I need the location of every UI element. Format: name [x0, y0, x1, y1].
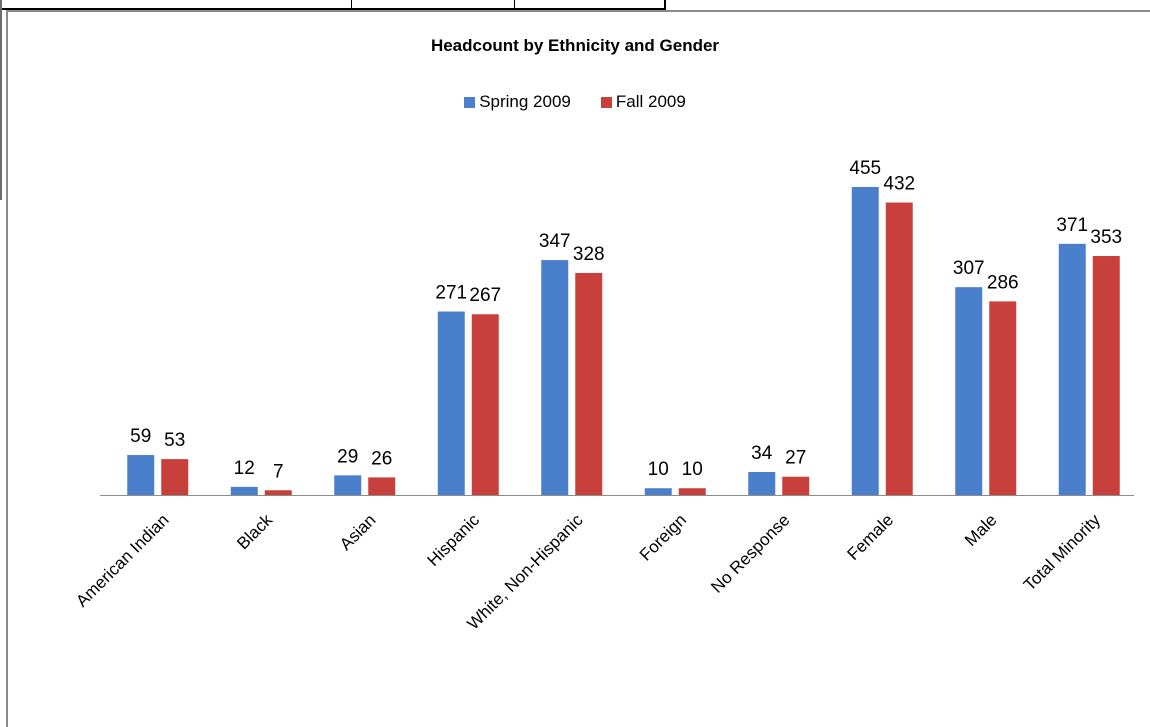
data-label: 53: [164, 430, 185, 451]
data-label: 10: [682, 459, 703, 480]
bar-spring: [541, 260, 569, 495]
bar-spring: [334, 475, 362, 495]
category-label: Black: [233, 510, 276, 553]
data-label: 307: [953, 258, 985, 279]
data-label: 29: [337, 446, 358, 467]
bar-spring: [955, 287, 983, 495]
outer-rule: [0, 0, 2, 200]
category-label: Male: [961, 510, 1000, 549]
category-label: White, Non-Hispanic: [464, 510, 587, 633]
data-label: 10: [648, 459, 669, 480]
bar-spring: [230, 486, 258, 495]
table-divider: [351, 0, 352, 8]
bar-fall: [1092, 256, 1120, 495]
data-label: 371: [1056, 215, 1088, 236]
data-label: 34: [751, 443, 773, 464]
legend-label-spring: Spring 2009: [479, 92, 571, 111]
category-label: Foreign: [636, 510, 690, 564]
bar-spring: [1058, 243, 1086, 495]
bar-spring: [748, 471, 776, 495]
data-label: 267: [469, 285, 501, 306]
bar-fall: [471, 314, 499, 495]
bar-fall: [678, 488, 706, 495]
legend-item-spring: Spring 2009: [464, 92, 571, 112]
bar-fall: [782, 476, 810, 495]
chart-frame: [6, 10, 1150, 727]
data-label: 59: [130, 426, 151, 447]
data-label: 347: [539, 231, 571, 252]
bar-spring: [437, 311, 465, 495]
data-label: 26: [371, 448, 392, 469]
bar-fall: [885, 202, 913, 495]
data-label: 455: [849, 158, 881, 179]
category-label: Total Minority: [1020, 510, 1105, 595]
category-label: Female: [844, 510, 898, 564]
category-label: American Indian: [72, 510, 172, 610]
data-label: 353: [1090, 227, 1122, 248]
bar-fall: [264, 490, 292, 495]
category-label: Hispanic: [424, 510, 484, 570]
bar-spring: [644, 488, 672, 495]
data-label: 286: [987, 272, 1019, 293]
bar-spring: [127, 455, 155, 495]
bar-fall: [161, 459, 189, 495]
data-label: 432: [883, 174, 915, 195]
bar-spring: [851, 186, 879, 495]
chart-title: Headcount by Ethnicity and Gender: [430, 36, 720, 55]
chart-legend: Spring 2009 Fall 2009: [0, 92, 1150, 112]
legend-swatch-fall: [600, 96, 612, 108]
bar-fall: [368, 477, 396, 495]
data-label: 271: [435, 283, 467, 304]
table-divider: [514, 0, 515, 8]
bar-fall: [575, 272, 603, 495]
legend-swatch-spring: [464, 96, 476, 108]
data-label: 12: [234, 458, 255, 479]
category-label: Asian: [336, 510, 380, 554]
data-label: 7: [273, 461, 284, 482]
legend-item-fall: Fall 2009: [600, 92, 686, 112]
data-label: 328: [573, 244, 605, 265]
data-label: 27: [785, 448, 806, 469]
category-label: No Response: [707, 510, 793, 596]
bar-fall: [989, 301, 1017, 495]
legend-label-fall: Fall 2009: [615, 92, 686, 111]
